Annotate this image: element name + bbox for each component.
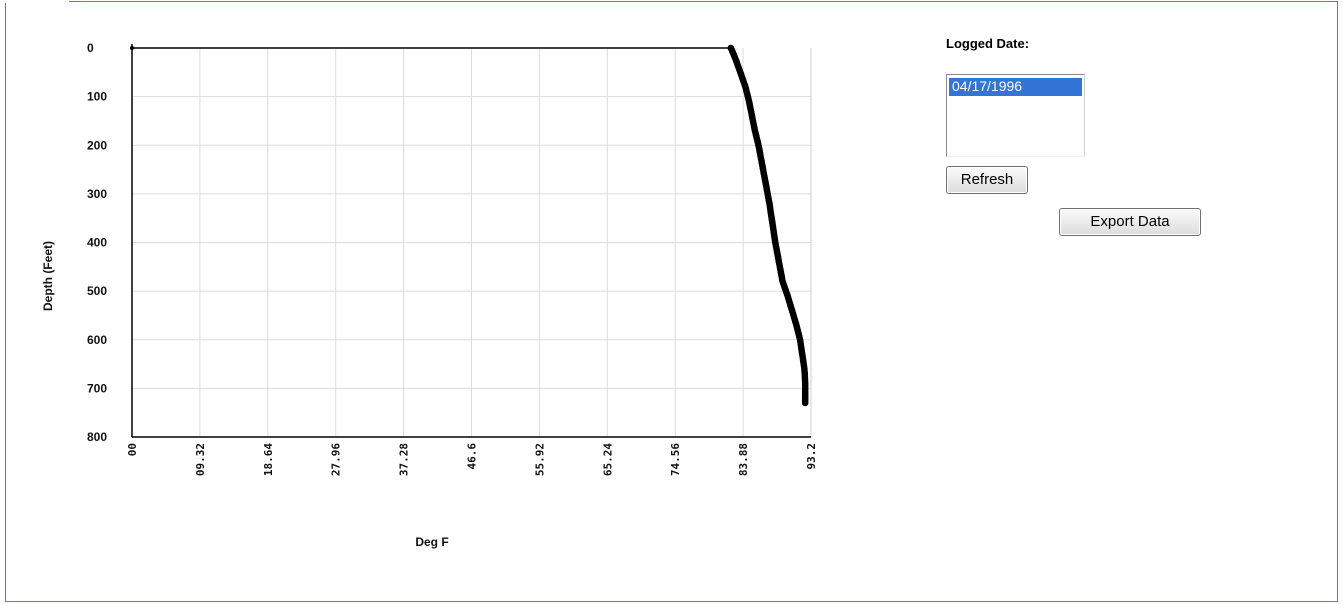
x-tick-label: 93.2 <box>805 443 818 470</box>
y-tick-label: 100 <box>87 90 107 104</box>
y-tick-label: 800 <box>87 430 107 444</box>
y-tick-label: 200 <box>87 138 107 152</box>
y-tick-label: 600 <box>87 333 107 347</box>
y-axis-title: Depth (Feet) <box>41 241 55 311</box>
data-point <box>801 399 809 407</box>
x-tick-label: 27.96 <box>330 443 343 476</box>
x-tick-label: 65.24 <box>601 443 614 476</box>
y-tick-label: 0 <box>87 41 94 55</box>
x-tick-label: 00 <box>126 443 139 456</box>
x-tick-label: 09.32 <box>194 443 207 476</box>
x-tick-label: 18.64 <box>262 443 275 476</box>
x-tick-label: 37.28 <box>398 443 411 476</box>
x-tick-label: 55.92 <box>533 443 546 476</box>
refresh-button[interactable]: Refresh <box>946 166 1028 194</box>
date-list-item[interactable]: 04/17/1996 <box>949 78 1082 96</box>
x-tick-label: 46.6 <box>466 443 479 470</box>
y-tick-label: 300 <box>87 187 107 201</box>
logged-date-label: Logged Date: <box>946 36 1030 51</box>
y-tick-label: 400 <box>87 236 107 250</box>
y-tick-label: 700 <box>87 381 107 395</box>
export-data-button[interactable]: Export Data <box>1059 208 1201 236</box>
x-tick-label: 74.56 <box>669 443 682 476</box>
frame-notch <box>5 0 69 3</box>
x-tick-label: 83.88 <box>737 443 750 476</box>
logged-date-listbox[interactable]: 04/17/1996 <box>946 74 1085 157</box>
page-frame <box>5 1 1338 602</box>
data-point <box>130 46 134 50</box>
y-tick-label: 500 <box>87 284 107 298</box>
series-line <box>132 47 807 403</box>
x-axis-title: Deg F <box>415 535 448 549</box>
